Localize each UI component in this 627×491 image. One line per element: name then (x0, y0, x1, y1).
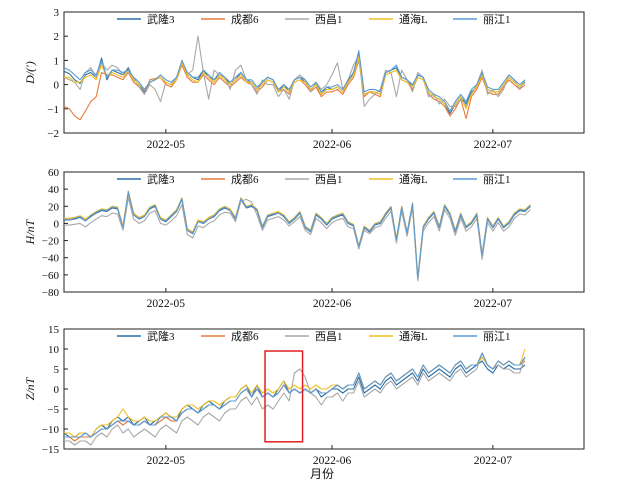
legend-entry: 丽江1 (483, 173, 511, 186)
y-tick-label: −20 (42, 236, 60, 248)
x-tick-label: 2022-05 (147, 139, 186, 151)
x-tick-label: 2022-05 (147, 455, 186, 467)
y-tick-label: −40 (42, 253, 60, 265)
legend: 武隆3 成都6 西昌1 通海L 丽江1 (117, 172, 511, 186)
chart-panel-1: −2 −1 0 1 2 3 2022-05 2022-06 2022-07 D/(′) 武隆3 成都6… (23, 7, 585, 151)
legend-entry: 西昌1 (315, 13, 343, 26)
series-line-武隆3 (64, 192, 531, 280)
series-line-丽江1 (64, 352, 526, 438)
y-tick-label: 0 (54, 80, 60, 92)
series-line-成都6 (63, 59, 526, 121)
series-line-通海L (64, 190, 531, 278)
y-tick-label: 40 (48, 184, 60, 196)
x-tick-label: 2022-06 (313, 455, 352, 467)
y-tick-label: 20 (48, 201, 60, 213)
plot-frame (63, 171, 585, 293)
x-tick-label: 2022-07 (474, 298, 513, 310)
y-tick-label: 3 (54, 7, 60, 19)
series-line-成都6 (64, 191, 531, 279)
y-tick-label: −5 (47, 404, 59, 416)
legend-entry: 西昌1 (315, 330, 343, 343)
plot-frame (63, 11, 585, 134)
legend-entry: 成都6 (231, 13, 259, 26)
x-tick-label: 2022-06 (313, 139, 352, 151)
series-line-丽江1 (63, 191, 531, 279)
legend-entry: 通海L (399, 329, 428, 343)
y-tick-label: −80 (42, 287, 60, 299)
y-tick-label: 15 (48, 324, 60, 336)
legend-entry: 通海L (399, 172, 428, 186)
y-tick-label: −2 (47, 128, 59, 140)
legend-entry: 成都6 (231, 330, 259, 343)
legend-entry: 成都6 (231, 173, 259, 186)
y-axis-label: D/(′) (23, 61, 37, 85)
y-tick-label: 0 (54, 218, 60, 230)
legend-entry: 武隆3 (147, 12, 175, 26)
series-line-西昌1 (64, 352, 526, 446)
x-tick-label: 2022-07 (474, 139, 513, 151)
y-tick-label: 60 (48, 167, 60, 179)
series-line-成都6 (64, 356, 526, 442)
x-tick-label: 2022-06 (313, 298, 352, 310)
series-line-西昌1 (63, 35, 526, 107)
x-tick-label: 2022-07 (474, 455, 513, 467)
y-axis-label: Z/nT (23, 376, 37, 400)
x-tick-label: 2022-05 (147, 298, 186, 310)
y-tick-label: 1 (54, 55, 60, 67)
legend-entry: 通海L (399, 12, 428, 26)
y-tick-label: 0 (54, 384, 60, 396)
y-tick-label: −10 (42, 424, 60, 436)
legend-entry: 西昌1 (315, 173, 343, 186)
series-line-通海L (64, 57, 526, 112)
legend-entry: 丽江1 (483, 330, 511, 343)
series-line-丽江1 (63, 50, 526, 112)
y-axis-label: H/nT (23, 218, 37, 245)
x-axis-title: 月份 (310, 467, 334, 481)
y-tick-label: 2 (54, 31, 60, 43)
y-tick-label: 5 (54, 364, 60, 376)
series-line-西昌1 (64, 197, 531, 282)
highlight-box (264, 350, 304, 443)
chart-panel-3: −15 −10 −5 0 5 10 15 2022-05 2022-06 2022-07 Z/nT 武… (23, 324, 585, 467)
chart-panel-2: −80 −60 −40 −20 0 20 40 60 2022-05 2022-06 2022-07… (23, 167, 585, 310)
legend-entry: 丽江1 (483, 13, 511, 26)
y-tick-label: −15 (42, 444, 60, 456)
legend: 武隆3 成都6 西昌1 通海L 丽江1 (117, 329, 511, 343)
y-tick-label: −60 (42, 270, 60, 282)
legend: 武隆3 成都6 西昌1 通海L 丽江1 (117, 12, 511, 26)
y-tick-label: −1 (47, 104, 59, 116)
legend-entry: 武隆3 (147, 329, 175, 343)
y-tick-label: 10 (48, 344, 60, 356)
legend-entry: 武隆3 (147, 172, 175, 186)
